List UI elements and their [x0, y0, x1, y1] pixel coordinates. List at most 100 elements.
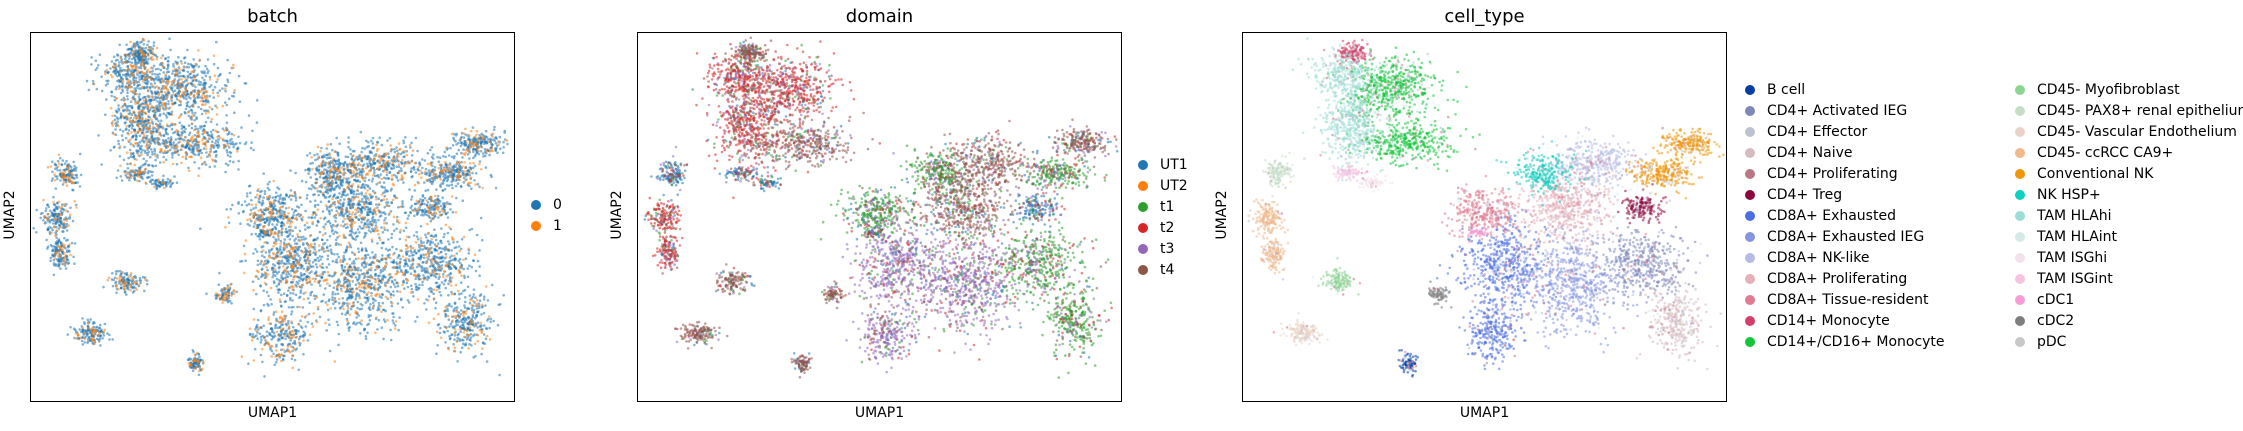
- scatter-point: [409, 170, 413, 173]
- scatter-point: [347, 326, 351, 330]
- scatter-point: [351, 149, 355, 153]
- scatter-point: [431, 241, 435, 244]
- scatter-point: [125, 293, 128, 296]
- scatter-point: [148, 99, 151, 103]
- scatter-point: [97, 134, 100, 137]
- scatter-point: [294, 196, 298, 200]
- scatter-point: [225, 139, 229, 143]
- scatter-point: [314, 199, 317, 203]
- scatter-point: [359, 170, 362, 173]
- scatter-point: [191, 111, 194, 115]
- scatter-point: [369, 303, 372, 306]
- scatter-point: [161, 98, 165, 101]
- scatter-point: [401, 306, 405, 309]
- scatter-point: [54, 241, 58, 244]
- scatter-point: [292, 214, 295, 217]
- scatter-point: [382, 274, 386, 277]
- scatter-point: [277, 199, 280, 203]
- scatter-point: [107, 70, 110, 74]
- scatter-point: [447, 174, 450, 178]
- scatter-point: [405, 253, 408, 256]
- scatter-point: [155, 117, 159, 120]
- scatter-point: [267, 249, 271, 252]
- scatter-point: [112, 146, 116, 149]
- scatter-point: [166, 132, 169, 136]
- scatter-point: [49, 259, 52, 263]
- scatter-point: [403, 155, 406, 158]
- scatter-point: [226, 58, 229, 62]
- scatter-point: [456, 240, 459, 244]
- scatter-point: [365, 145, 369, 149]
- scatter-point: [434, 233, 438, 237]
- scatter-point: [285, 262, 288, 266]
- scatter-point: [390, 304, 394, 308]
- scatter-point: [165, 140, 168, 143]
- scatter-point: [126, 162, 129, 166]
- scatter-point: [340, 312, 344, 316]
- scatter-point: [44, 209, 47, 213]
- scatter-point: [280, 213, 284, 216]
- scatter-point: [78, 328, 81, 331]
- scatter-point: [386, 168, 389, 172]
- scatter-point: [395, 265, 399, 269]
- scatter-point: [299, 295, 302, 299]
- scatter-point: [333, 253, 336, 256]
- scatter-point: [327, 263, 331, 266]
- scatter-point: [110, 90, 113, 94]
- scatter-point: [144, 62, 147, 65]
- scatter-point: [335, 231, 339, 235]
- scatter-point: [355, 293, 358, 297]
- scatter-point: [440, 182, 444, 185]
- scatter-point: [197, 167, 201, 170]
- scatter-point: [343, 198, 346, 201]
- scatter-point: [363, 147, 367, 150]
- scatter-point: [359, 130, 363, 134]
- scatter-point: [298, 335, 302, 339]
- scatter-point: [137, 57, 140, 61]
- scatter-point: [294, 226, 297, 229]
- scatter-point: [315, 266, 319, 269]
- scatter-point: [374, 272, 378, 276]
- scatter-point: [123, 122, 127, 125]
- scatter-point: [383, 194, 387, 198]
- scatter-point: [114, 59, 118, 62]
- scatter-point: [262, 289, 265, 293]
- scatter-point: [271, 223, 274, 226]
- scatter-point: [392, 290, 395, 293]
- scatter-point: [178, 121, 181, 124]
- scatter-point: [72, 168, 76, 171]
- scatter-point: [190, 118, 193, 121]
- scatter-point: [275, 277, 279, 281]
- scatter-point: [158, 72, 161, 76]
- scatter-point: [392, 294, 395, 297]
- scatter-point: [149, 155, 152, 159]
- scatter-point: [260, 245, 263, 249]
- scatter-point: [124, 128, 128, 131]
- scatter-point: [157, 75, 160, 79]
- scatter-point: [314, 172, 317, 176]
- scatter-point: [118, 80, 121, 84]
- scatter-point: [123, 57, 127, 61]
- scatter-point: [232, 160, 235, 164]
- scatter-point: [291, 349, 294, 353]
- scatter-point: [377, 283, 380, 286]
- scatter-point: [175, 162, 179, 166]
- scatter-point: [116, 120, 119, 123]
- scatter-point: [55, 236, 58, 240]
- scatter-point: [360, 262, 364, 265]
- scatter-point: [422, 241, 425, 244]
- scatter-point: [125, 271, 129, 275]
- scatter-point: [213, 165, 216, 168]
- scatter-point: [370, 195, 373, 199]
- scatter-point: [359, 186, 363, 189]
- scatter-point: [319, 284, 322, 287]
- scatter-point: [245, 204, 249, 207]
- scatter-point: [365, 162, 369, 166]
- scatter-point: [69, 326, 72, 329]
- scatter-point: [359, 241, 363, 245]
- scatter-point: [337, 343, 340, 347]
- scatter-point: [114, 109, 118, 112]
- scatter-point: [180, 127, 184, 130]
- scatter-point: [268, 188, 271, 192]
- scatter-point: [152, 41, 156, 44]
